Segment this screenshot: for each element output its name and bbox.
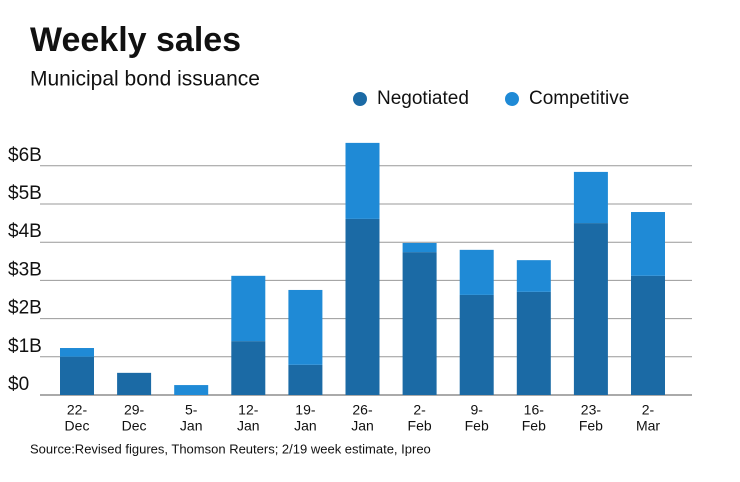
x-tick-label: 29- xyxy=(124,402,145,418)
x-tick-label: 9- xyxy=(470,402,483,418)
x-tick-label: Mar xyxy=(636,418,660,434)
x-tick-label: Feb xyxy=(579,418,603,434)
legend-swatch xyxy=(353,92,367,106)
bar-segment xyxy=(60,348,94,357)
bar-segment xyxy=(516,260,551,292)
x-tick-label: 19- xyxy=(295,402,316,418)
x-tick-label: Feb xyxy=(522,418,546,434)
x-tick-label: 23- xyxy=(581,402,602,418)
bar-segment xyxy=(573,223,608,395)
x-tick-label: Jan xyxy=(237,418,260,434)
bar-segment xyxy=(174,385,209,395)
x-tick-label: Jan xyxy=(294,418,317,434)
x-tick-label: 16- xyxy=(524,402,545,418)
bar-segment xyxy=(516,291,551,395)
bar-segment xyxy=(573,171,608,224)
bar-segment xyxy=(402,252,437,395)
chart-title: Weekly sales xyxy=(30,21,241,59)
bar-segment xyxy=(60,356,94,395)
x-tick-label: 22- xyxy=(67,402,88,418)
y-tick-label: $6B xyxy=(8,145,42,166)
x-tick-label: 2- xyxy=(413,402,426,418)
bar-segment xyxy=(288,289,323,365)
x-tick-label: Jan xyxy=(180,418,203,434)
x-tick-label: 5- xyxy=(185,402,198,418)
bar-segment xyxy=(631,275,665,395)
legend-swatch xyxy=(505,92,519,106)
x-tick-label: Dec xyxy=(65,418,90,434)
legend-label: Competitive xyxy=(529,88,629,109)
bar-segment xyxy=(459,249,494,295)
bar-segment xyxy=(345,218,380,395)
x-tick-label: 2- xyxy=(642,402,655,418)
x-tick-label: 26- xyxy=(352,402,373,418)
x-tick-label: Feb xyxy=(465,418,489,434)
bar-segment xyxy=(231,275,266,342)
y-tick-label: $2B xyxy=(8,298,42,319)
source: Source:Revised figures, Thomson Reuters;… xyxy=(30,441,431,456)
bar-segment xyxy=(117,372,152,395)
bar-segment xyxy=(288,364,323,395)
y-tick-label: $0 xyxy=(8,374,29,395)
bar-segment xyxy=(231,341,266,395)
chart-subtitle: Municipal bond issuance xyxy=(30,68,260,91)
x-tick-label: 12- xyxy=(238,402,259,418)
x-tick-label: Dec xyxy=(122,418,147,434)
y-tick-label: $5B xyxy=(8,183,42,204)
bar-segment xyxy=(459,294,494,395)
x-tick-label: Jan xyxy=(351,418,374,434)
legend-label: Negotiated xyxy=(377,88,469,109)
y-tick-label: $1B xyxy=(8,336,42,357)
bar-segment xyxy=(345,142,380,219)
x-tick-label: Feb xyxy=(408,418,432,434)
y-tick-label: $4B xyxy=(8,221,42,242)
bar-segment xyxy=(631,212,665,276)
y-tick-label: $3B xyxy=(8,259,42,280)
bar-segment xyxy=(402,242,437,253)
